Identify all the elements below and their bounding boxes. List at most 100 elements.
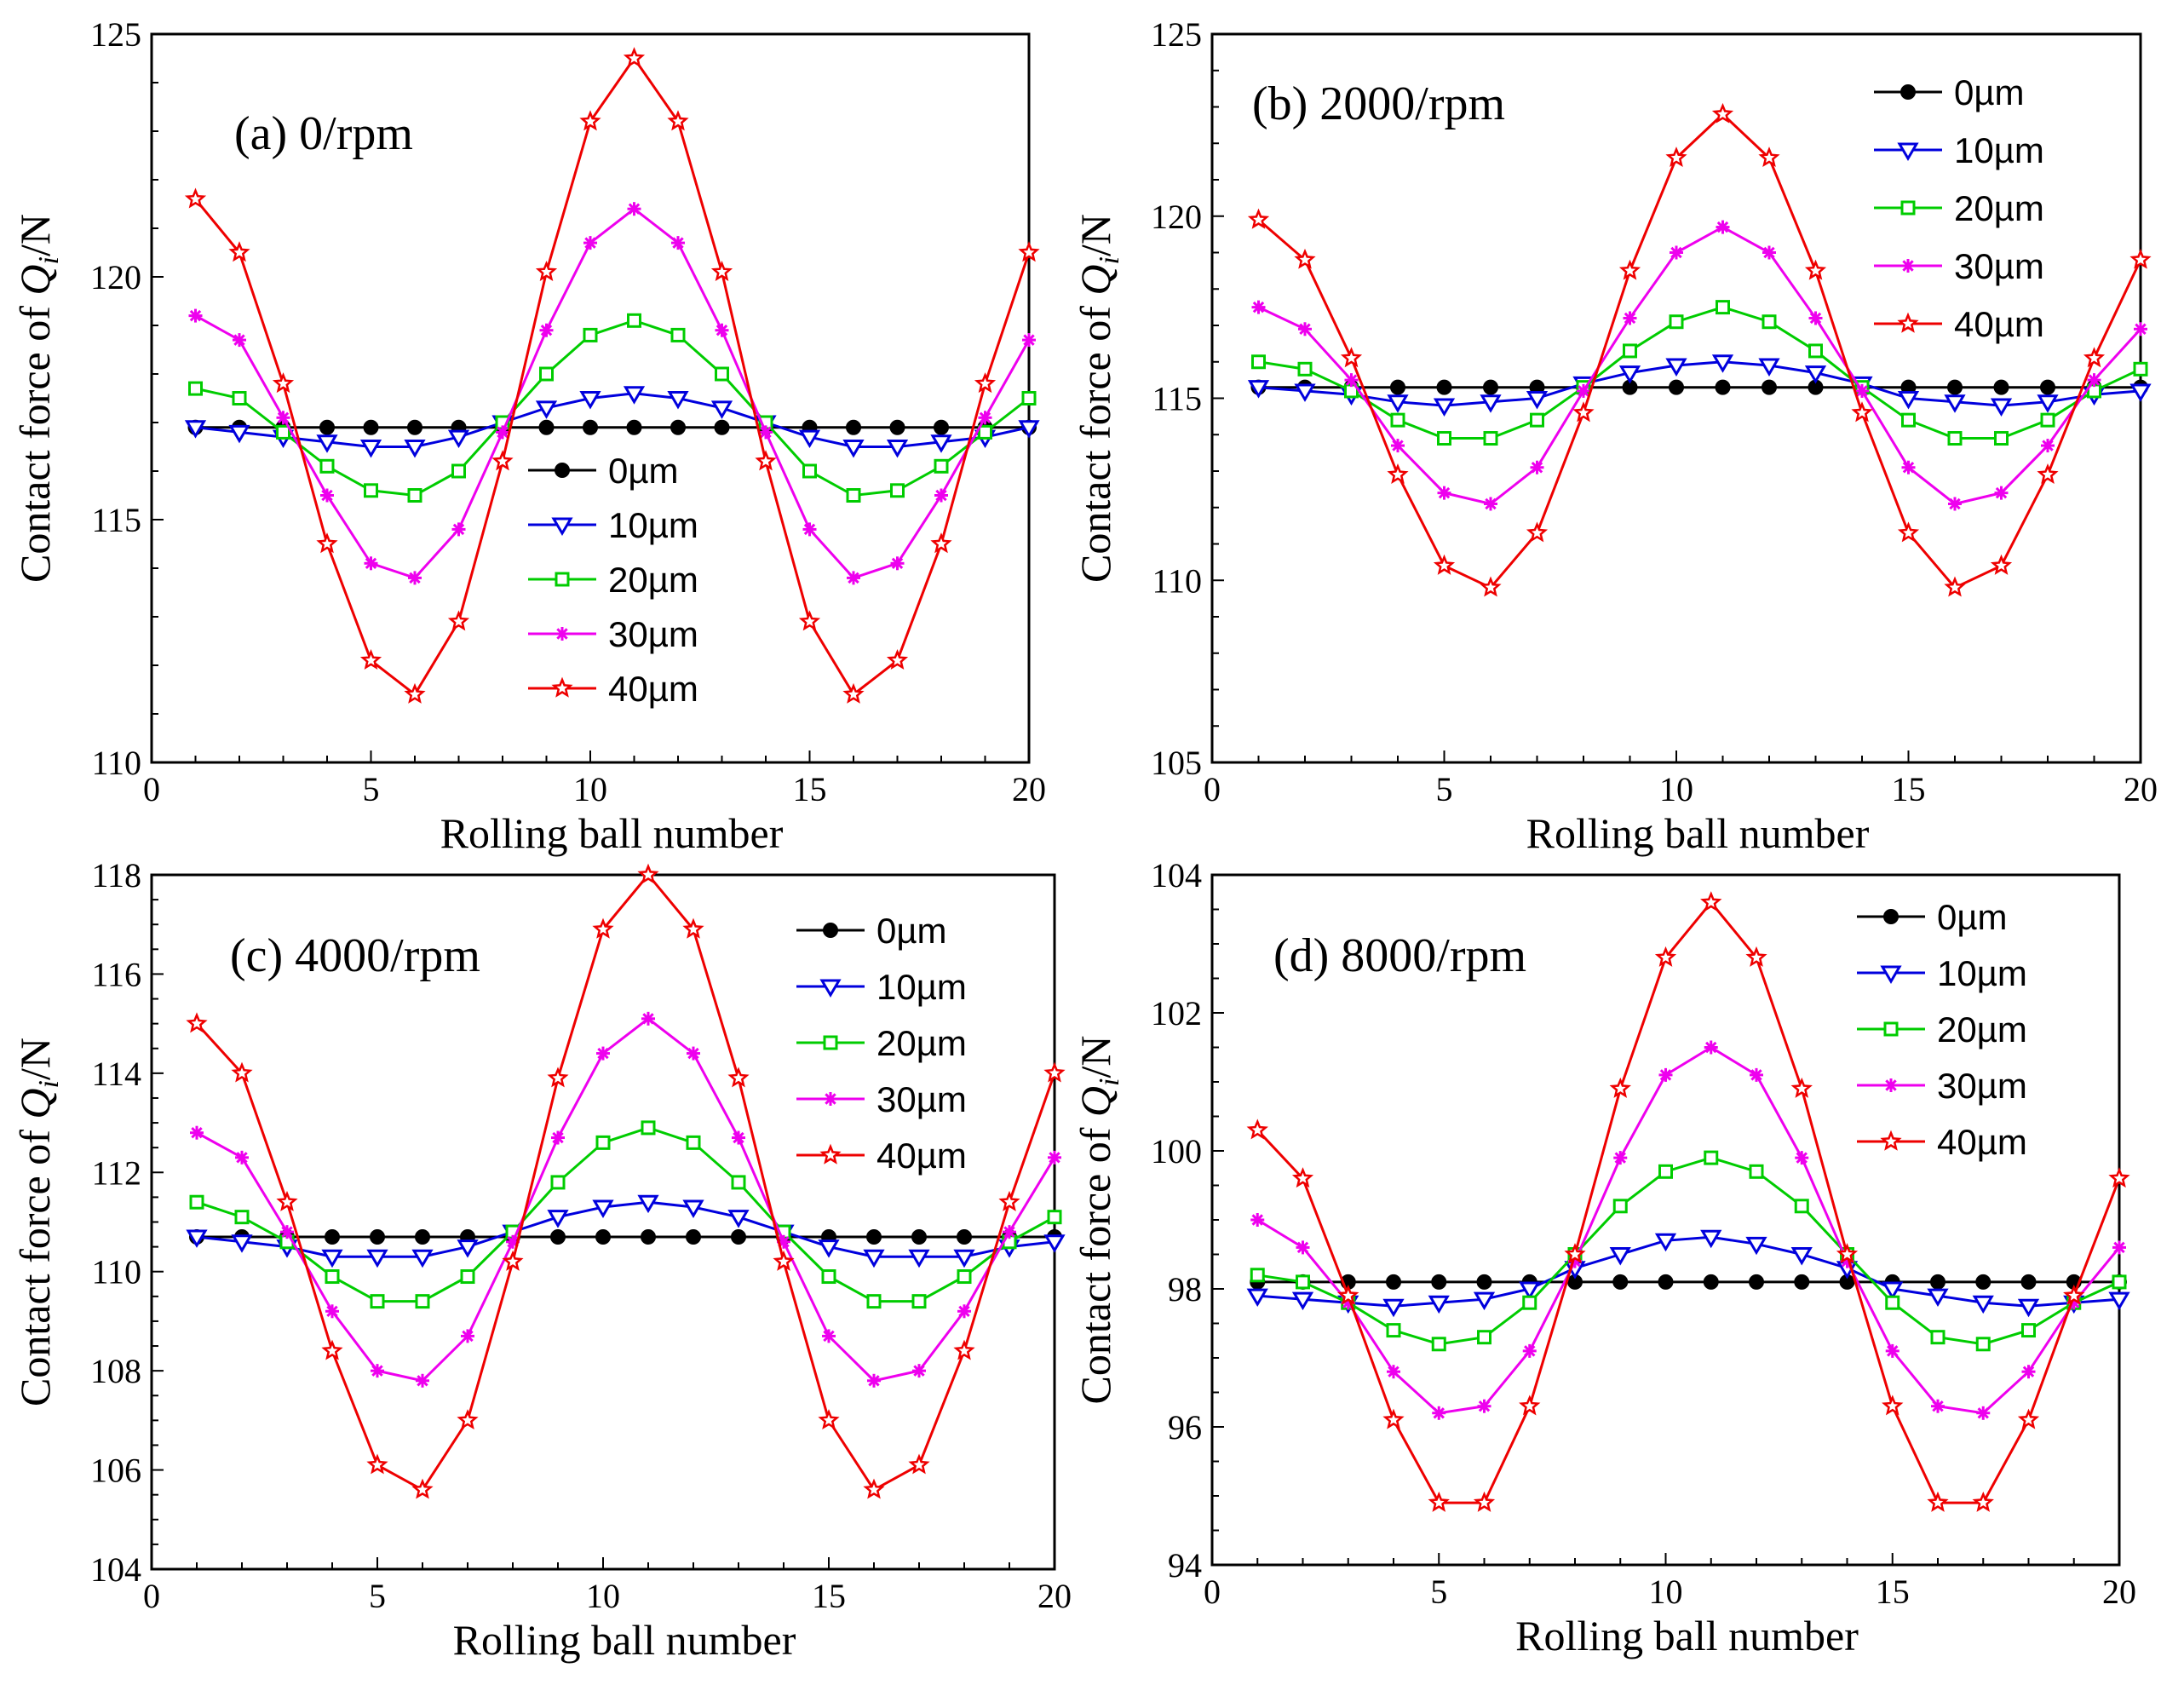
data-point — [1927, 1491, 1949, 1512]
data-point — [1882, 1395, 1904, 1416]
chart-panel-c: 0 5 10 15 20 104 106 108 110 112 114 116 118 Rolling … — [11, 856, 1072, 1664]
data-point — [1390, 379, 1405, 395]
legend-marker — [1883, 1021, 1899, 1037]
data-point — [627, 202, 641, 216]
data-point — [1294, 383, 1316, 402]
series-0um — [1250, 379, 2148, 395]
data-point — [2112, 1240, 2126, 1255]
data-point — [1947, 379, 1963, 395]
x-tick-label: 5 — [1436, 770, 1453, 808]
data-point — [1665, 358, 1687, 377]
legend-label: 0µm — [608, 451, 679, 491]
legend-label: 0µm — [876, 911, 947, 951]
data-point — [821, 1269, 836, 1285]
legend-label: 40µm — [1954, 304, 2044, 344]
data-point — [1654, 946, 1677, 967]
data-point — [1882, 1281, 1904, 1300]
data-point — [818, 1409, 840, 1429]
legend-d: 0µm 10µm 20µm 30µm 40µm — [1857, 897, 2027, 1162]
data-point — [1298, 322, 1312, 336]
data-point — [1613, 1151, 1628, 1165]
series-0um — [1250, 1274, 2127, 1290]
legend-c: 0µm 10µm 20µm 30µm 40µm — [796, 911, 967, 1176]
series-40um — [1247, 102, 2152, 597]
data-point — [550, 1228, 566, 1245]
legend-label: 0µm — [1937, 897, 2008, 937]
data-point — [1658, 1274, 1674, 1290]
data-point — [755, 450, 777, 471]
y-tick-label: 106 — [90, 1452, 141, 1490]
data-point — [1901, 412, 1916, 428]
data-point — [890, 483, 905, 498]
data-point — [670, 327, 686, 342]
legend-label: 10µm — [608, 505, 698, 545]
legend-marker — [1901, 259, 1915, 273]
y-tick-label: 98 — [1168, 1270, 1202, 1308]
x-tick-label: 20 — [2124, 770, 2158, 808]
data-point — [934, 458, 949, 474]
data-point — [2133, 361, 2148, 377]
series-line — [1257, 1156, 2120, 1346]
data-point — [798, 610, 821, 631]
data-point — [623, 386, 646, 405]
y-tick-label: 104 — [90, 1550, 141, 1589]
legend-label: 30µm — [1937, 1066, 2027, 1106]
data-point — [460, 1269, 475, 1285]
data-point — [416, 1373, 429, 1388]
data-point — [188, 308, 203, 323]
data-point — [235, 1150, 249, 1165]
data-point — [1294, 248, 1316, 269]
data-point — [1711, 102, 1734, 124]
data-point — [1618, 259, 1641, 280]
data-point — [1851, 401, 1873, 423]
data-point — [687, 1046, 700, 1061]
legend-marker — [1884, 1078, 1898, 1092]
data-point — [1944, 576, 1966, 597]
data-point — [1700, 1229, 1722, 1249]
legend-label: 40µm — [608, 669, 698, 709]
legend-marker — [1880, 965, 1902, 984]
data-point — [595, 1228, 611, 1245]
series-line — [196, 1126, 1055, 1303]
legend-marker — [555, 463, 570, 478]
data-point — [682, 917, 704, 939]
series-0um — [187, 419, 1037, 435]
data-point — [1703, 1274, 1719, 1290]
series-40um — [184, 47, 1040, 704]
data-point — [186, 1229, 208, 1248]
data-point — [232, 391, 247, 405]
y-tick-label: 105 — [1151, 744, 1202, 782]
x-tick-label: 10 — [573, 770, 607, 808]
data-point — [583, 327, 598, 342]
series-30um — [1250, 1040, 2126, 1420]
y-tick-label: 94 — [1168, 1546, 1202, 1584]
data-point — [370, 1294, 385, 1309]
data-point — [627, 313, 641, 328]
data-point — [1251, 354, 1266, 370]
y-tick-label: 115 — [91, 501, 141, 539]
series-line — [194, 55, 1031, 697]
data-point — [320, 488, 334, 503]
data-point — [364, 483, 378, 498]
y-axis-title: Contact force of Qi/N — [1072, 214, 1125, 583]
data-point — [1670, 245, 1683, 260]
data-point — [934, 488, 948, 503]
data-point — [1291, 1167, 1314, 1188]
data-point — [2087, 373, 2101, 388]
data-point — [407, 419, 422, 435]
data-point — [188, 381, 203, 396]
data-point — [1623, 311, 1637, 325]
legend-marker — [1883, 909, 1899, 924]
legend-label: 10µm — [876, 967, 967, 1007]
data-point — [2083, 347, 2106, 368]
legend-label: 10µm — [1954, 130, 2044, 170]
data-point — [184, 420, 207, 439]
data-point — [276, 1190, 298, 1211]
data-point — [2112, 1274, 2127, 1290]
legend-label: 40µm — [876, 1136, 967, 1176]
data-point — [1794, 1199, 1809, 1214]
data-point — [1990, 398, 2013, 417]
y-tick-label: 104 — [1151, 856, 1202, 894]
data-point — [732, 1130, 745, 1145]
